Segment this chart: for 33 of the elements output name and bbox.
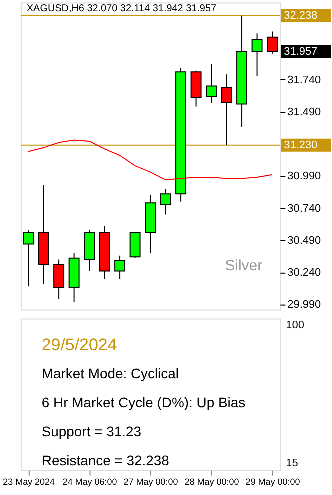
text: Market Mode: Cyclical [42, 366, 179, 382]
text: 15 [286, 457, 298, 470]
candlestick [267, 31, 278, 54]
y-tick-label: 30.490 [288, 234, 322, 247]
candlestick [221, 74, 232, 146]
y-tick-label: 31.740 [288, 74, 322, 86]
text: 100 [286, 320, 304, 332]
y-tick-label: 31.490 [288, 106, 322, 118]
line-series [28, 140, 274, 181]
candlestick [54, 259, 65, 300]
ref-line-label: 32.238 [284, 10, 318, 22]
category-label: 23 May 2024 [3, 476, 55, 487]
candlestick [252, 33, 263, 76]
text: 29/5/2024 [42, 336, 118, 355]
category-label: 29 May 00:00 [246, 476, 300, 487]
y-tick-label: 30.990 [288, 170, 322, 183]
chart-title: XAGUSD,H6 32.070 32.114 31.942 31.957 [26, 4, 217, 15]
candlestick [23, 230, 34, 288]
text: 31.957 [284, 46, 318, 58]
ref-line-label: 31.230 [284, 139, 318, 152]
category-label: 28 May 00:00 [184, 476, 240, 487]
text: Resistance = 32.238 [42, 452, 170, 468]
y-tick-label: 30.240 [288, 267, 322, 280]
y-tick-label: 30.740 [288, 202, 322, 215]
candlestick [160, 188, 172, 216]
candlestick [206, 64, 218, 104]
annotation: Silver [225, 257, 263, 274]
text: Support = 31.23 [42, 423, 142, 440]
y-tick-label: 29.990 [288, 299, 322, 312]
text: 6 Hr Market Cycle (D%): Up Bias [42, 394, 246, 411]
category-label: 27 May 00:00 [124, 476, 178, 487]
candlestick [114, 255, 126, 280]
category-label: 24 May 06:00 [62, 476, 118, 487]
